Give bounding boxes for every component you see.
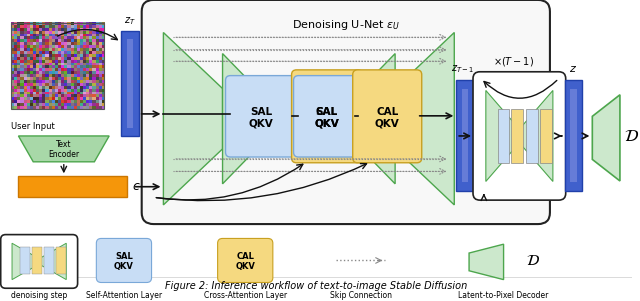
Polygon shape <box>395 33 454 205</box>
FancyBboxPatch shape <box>473 72 566 200</box>
FancyBboxPatch shape <box>141 0 550 224</box>
Text: CAL: CAL <box>316 107 338 116</box>
FancyBboxPatch shape <box>225 76 296 157</box>
Text: $\times(T-1)$: $\times(T-1)$ <box>493 55 534 68</box>
Polygon shape <box>469 244 504 280</box>
Bar <box>20 247 30 274</box>
Text: QKV: QKV <box>114 262 134 271</box>
Polygon shape <box>39 243 67 280</box>
Bar <box>570 89 577 182</box>
Text: CAL: CAL <box>236 252 254 261</box>
Text: QKV: QKV <box>314 118 339 128</box>
Text: Figure 2: Inference workflow of text-to-image Stable Diffusion: Figure 2: Inference workflow of text-to-… <box>165 281 467 291</box>
Text: $z$: $z$ <box>568 64 577 74</box>
Bar <box>56 247 66 274</box>
Text: denoising step: denoising step <box>11 291 67 300</box>
Polygon shape <box>486 91 519 182</box>
Text: SAL: SAL <box>115 252 133 261</box>
Text: $z_{T-1}$: $z_{T-1}$ <box>451 63 474 75</box>
Bar <box>456 80 474 191</box>
Bar <box>564 80 582 191</box>
Text: Skip Connection: Skip Connection <box>330 291 392 300</box>
Text: Latent-to-Pixel Decoder: Latent-to-Pixel Decoder <box>458 291 548 300</box>
Text: SAL: SAL <box>316 107 338 116</box>
Text: $\mathcal{D}$: $\mathcal{D}$ <box>624 127 639 145</box>
Text: Text
Encoder: Text Encoder <box>48 140 79 159</box>
Text: QKV: QKV <box>315 118 339 128</box>
Text: SAL: SAL <box>250 107 272 116</box>
Text: QKV: QKV <box>375 118 399 128</box>
Bar <box>498 109 509 163</box>
FancyBboxPatch shape <box>353 70 422 163</box>
Bar <box>511 109 524 163</box>
Bar <box>462 89 468 182</box>
Bar <box>44 247 54 274</box>
FancyBboxPatch shape <box>294 76 360 157</box>
Text: $z_T$: $z_T$ <box>124 15 136 27</box>
Text: QKV: QKV <box>248 118 273 128</box>
Bar <box>526 109 538 163</box>
Polygon shape <box>223 54 267 184</box>
Text: $\mathcal{D}$: $\mathcal{D}$ <box>526 253 540 268</box>
Polygon shape <box>19 136 109 162</box>
Text: CAL: CAL <box>376 107 398 116</box>
Text: Cross-Attention Layer: Cross-Attention Layer <box>204 291 287 300</box>
Bar <box>19 176 127 197</box>
Polygon shape <box>12 243 39 280</box>
Text: User Input: User Input <box>10 122 54 131</box>
Bar <box>540 109 552 163</box>
Text: $\mathit{c}$: $\mathit{c}$ <box>132 180 141 193</box>
FancyBboxPatch shape <box>218 238 273 283</box>
Polygon shape <box>593 95 620 181</box>
Polygon shape <box>163 33 223 205</box>
Bar <box>32 247 42 274</box>
Bar <box>121 31 139 136</box>
FancyBboxPatch shape <box>1 234 77 288</box>
Bar <box>10 23 104 109</box>
FancyBboxPatch shape <box>292 70 363 163</box>
Bar <box>127 39 133 128</box>
FancyBboxPatch shape <box>97 238 152 283</box>
Polygon shape <box>351 54 395 184</box>
Text: Denoising U-Net $\epsilon_U$: Denoising U-Net $\epsilon_U$ <box>292 18 399 32</box>
Text: QKV: QKV <box>236 262 255 271</box>
Text: Self-Attention Layer: Self-Attention Layer <box>86 291 162 300</box>
Polygon shape <box>519 91 553 182</box>
